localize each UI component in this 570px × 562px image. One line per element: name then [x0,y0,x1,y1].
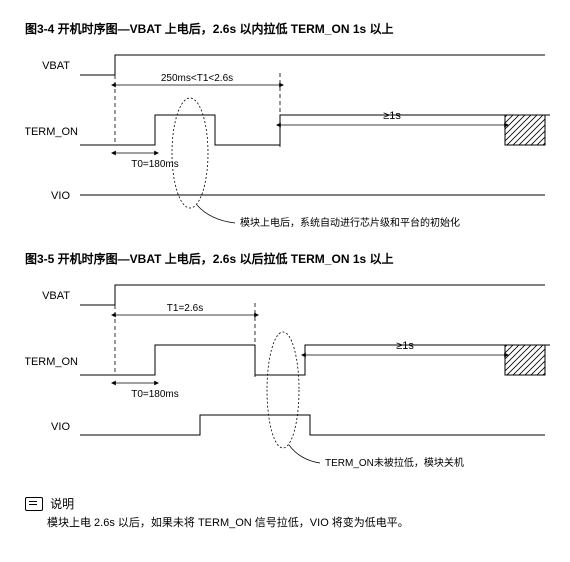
note-label: 说明 [50,495,74,512]
fig35-vio-label: VIO [51,421,70,433]
fig35-caption: TERM_ON未被拉低，模块关机 [325,456,464,469]
fig34-vio-label: VIO [51,190,70,202]
fig35-diagram: VBAT TERM_ON VIO T1=2.6s T0=180ms ≥1s TE… [25,275,550,475]
fig34-vbat-label: VBAT [42,60,70,72]
fig34-t0: T0=180ms [131,159,179,170]
fig34-hatch [505,115,545,145]
fig35-termon-label: TERM_ON [25,356,78,368]
fig35-vbat-label: VBAT [42,290,70,302]
fig35-t0: T0=180ms [131,389,179,400]
fig34-caption: 模块上电后，系统自动进行芯片级和平台的初始化 [240,216,460,229]
fig34-title: 图3-4 开机时序图—VBAT 上电后，2.6s 以内拉低 TERM_ON 1s… [25,20,550,37]
note-text: 模块上电 2.6s 以后，如果未将 TERM_ON 信号拉低，VIO 将变为低电… [47,514,550,530]
fig34-t1: 250ms<T1<2.6s [161,73,233,84]
note-block: 说明 模块上电 2.6s 以后，如果未将 TERM_ON 信号拉低，VIO 将变… [25,495,550,530]
fig35-ellipse [267,332,299,448]
fig34-termon-label: TERM_ON [25,126,78,138]
book-icon [25,497,43,511]
fig35-ge1s: ≥1s [396,340,414,352]
fig34-ge1s: ≥1s [383,110,401,122]
fig34-diagram: VBAT TERM_ON VIO 250ms<T1<2.6s T0=180ms … [25,45,550,230]
fig35-t1: T1=2.6s [167,303,203,314]
fig35-hatch [505,345,545,375]
fig35-title: 图3-5 开机时序图—VBAT 上电后，2.6s 以后拉低 TERM_ON 1s… [25,250,550,267]
